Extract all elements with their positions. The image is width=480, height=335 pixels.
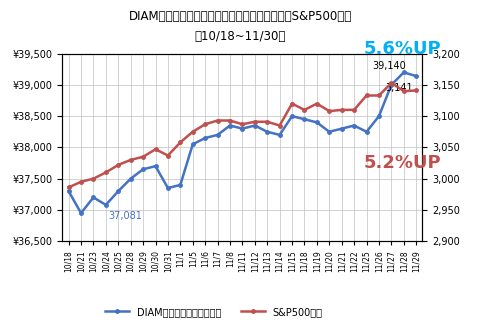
DIAM外国株式インデックス — [140, 167, 146, 171]
S&P500指数 — [413, 88, 419, 92]
S&P500指数 — [264, 120, 270, 124]
S&P500指数 — [364, 93, 370, 97]
S&P500指数 — [301, 108, 307, 112]
DIAM外国株式インデックス — [103, 203, 109, 207]
DIAM外国株式インデックス — [128, 177, 133, 181]
DIAM外国株式インデックス — [252, 124, 258, 128]
DIAM外国株式インデックス — [339, 127, 345, 131]
DIAM外国株式インデックス — [277, 133, 283, 137]
S&P500指数 — [153, 147, 158, 151]
S&P500指数 — [252, 120, 258, 124]
Line: DIAM外国株式インデックス: DIAM外国株式インデックス — [67, 71, 418, 215]
S&P500指数 — [115, 163, 121, 167]
S&P500指数 — [227, 119, 233, 123]
S&P500指数 — [376, 93, 382, 97]
S&P500指数 — [326, 109, 332, 113]
DIAM外国株式インデックス — [227, 124, 233, 128]
S&P500指数 — [103, 171, 109, 175]
S&P500指数 — [215, 119, 220, 123]
DIAM外国株式インデックス — [326, 130, 332, 134]
DIAM外国株式インデックス — [376, 114, 382, 118]
DIAM外国株式インデックス — [240, 127, 245, 131]
Text: （10/18~11/30）: （10/18~11/30） — [194, 30, 286, 43]
DIAM外国株式インデックス — [78, 211, 84, 215]
Text: DIAM外国株式インデックスファンド基準価額とS&P500推移: DIAM外国株式インデックスファンド基準価額とS&P500推移 — [128, 10, 352, 23]
Text: 3,141: 3,141 — [385, 83, 413, 93]
DIAM外国株式インデックス — [289, 114, 295, 118]
S&P500指数 — [339, 108, 345, 112]
Text: 37,081: 37,081 — [108, 211, 142, 221]
DIAM外国株式インデックス — [301, 117, 307, 121]
Text: 5.2%UP: 5.2%UP — [364, 154, 442, 172]
S&P500指数 — [78, 180, 84, 184]
DIAM外国株式インデックス — [401, 70, 407, 74]
S&P500指数 — [289, 102, 295, 106]
Legend: DIAM外国株式インデックス, S&P500指数: DIAM外国株式インデックス, S&P500指数 — [101, 303, 326, 321]
DIAM外国株式インデックス — [413, 74, 419, 78]
S&P500指数 — [178, 140, 183, 144]
S&P500指数 — [91, 177, 96, 181]
S&P500指数 — [314, 102, 320, 106]
S&P500指数 — [351, 108, 357, 112]
S&P500指数 — [140, 155, 146, 159]
S&P500指数 — [128, 158, 133, 162]
S&P500指数 — [240, 122, 245, 126]
DIAM外国株式インデックス — [66, 189, 72, 193]
DIAM外国株式インデックス — [178, 183, 183, 187]
DIAM外国株式インデックス — [190, 142, 196, 146]
S&P500指数 — [388, 81, 394, 85]
DIAM外国株式インデックス — [314, 120, 320, 124]
DIAM外国株式インデックス — [264, 130, 270, 134]
Line: S&P500指数: S&P500指数 — [67, 81, 418, 189]
DIAM外国株式インデックス — [165, 186, 171, 190]
DIAM外国株式インデックス — [202, 136, 208, 140]
DIAM外国株式インデックス — [215, 133, 220, 137]
S&P500指数 — [66, 185, 72, 189]
DIAM外国株式インデックス — [364, 130, 370, 134]
S&P500指数 — [190, 130, 196, 134]
DIAM外国株式インデックス — [388, 83, 394, 87]
S&P500指数 — [401, 89, 407, 93]
S&P500指数 — [202, 122, 208, 126]
DIAM外国株式インデックス — [91, 195, 96, 199]
DIAM外国株式インデックス — [351, 124, 357, 128]
DIAM外国株式インデックス — [153, 164, 158, 168]
S&P500指数 — [165, 153, 171, 157]
Text: 39,140: 39,140 — [373, 61, 407, 71]
Text: 2,986: 2,986 — [0, 334, 1, 335]
S&P500指数 — [277, 124, 283, 128]
Text: 5.6%UP: 5.6%UP — [364, 40, 442, 58]
DIAM外国株式インデックス — [115, 189, 121, 193]
